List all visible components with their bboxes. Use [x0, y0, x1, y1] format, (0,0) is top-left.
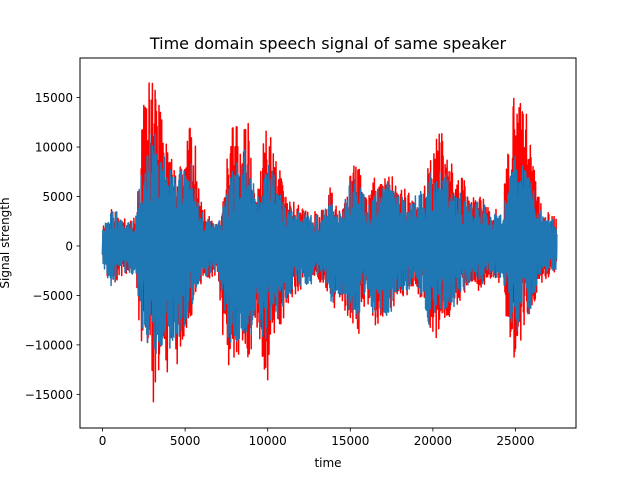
y-tick-label: 5000 — [42, 190, 73, 204]
x-tick-label: 15000 — [331, 434, 369, 448]
y-tick-label: −10000 — [25, 338, 73, 352]
x-tick-label: 25000 — [496, 434, 534, 448]
y-tick-label: −5000 — [32, 289, 73, 303]
series-layer — [101, 82, 558, 403]
x-tick-label: 0 — [99, 434, 107, 448]
y-tick-label: 10000 — [35, 141, 73, 155]
x-axis-label: time — [314, 456, 341, 470]
y-tick-label: 15000 — [35, 91, 73, 105]
y-axis-label: Signal strength — [0, 197, 12, 288]
series-line-2 — [101, 133, 558, 355]
axes-layer: 0 5000 10000 15000 20000 25000 −15000 −10000 −50… — [25, 57, 577, 448]
plot-frame — [79, 57, 577, 429]
x-tick-label: 5000 — [170, 434, 201, 448]
x-tick-label: 20000 — [414, 434, 452, 448]
chart-title: Time domain speech signal of same speake… — [149, 34, 507, 53]
y-tick-label: 0 — [65, 239, 73, 253]
y-tick-label: −15000 — [25, 388, 73, 402]
x-tick-label: 10000 — [249, 434, 287, 448]
